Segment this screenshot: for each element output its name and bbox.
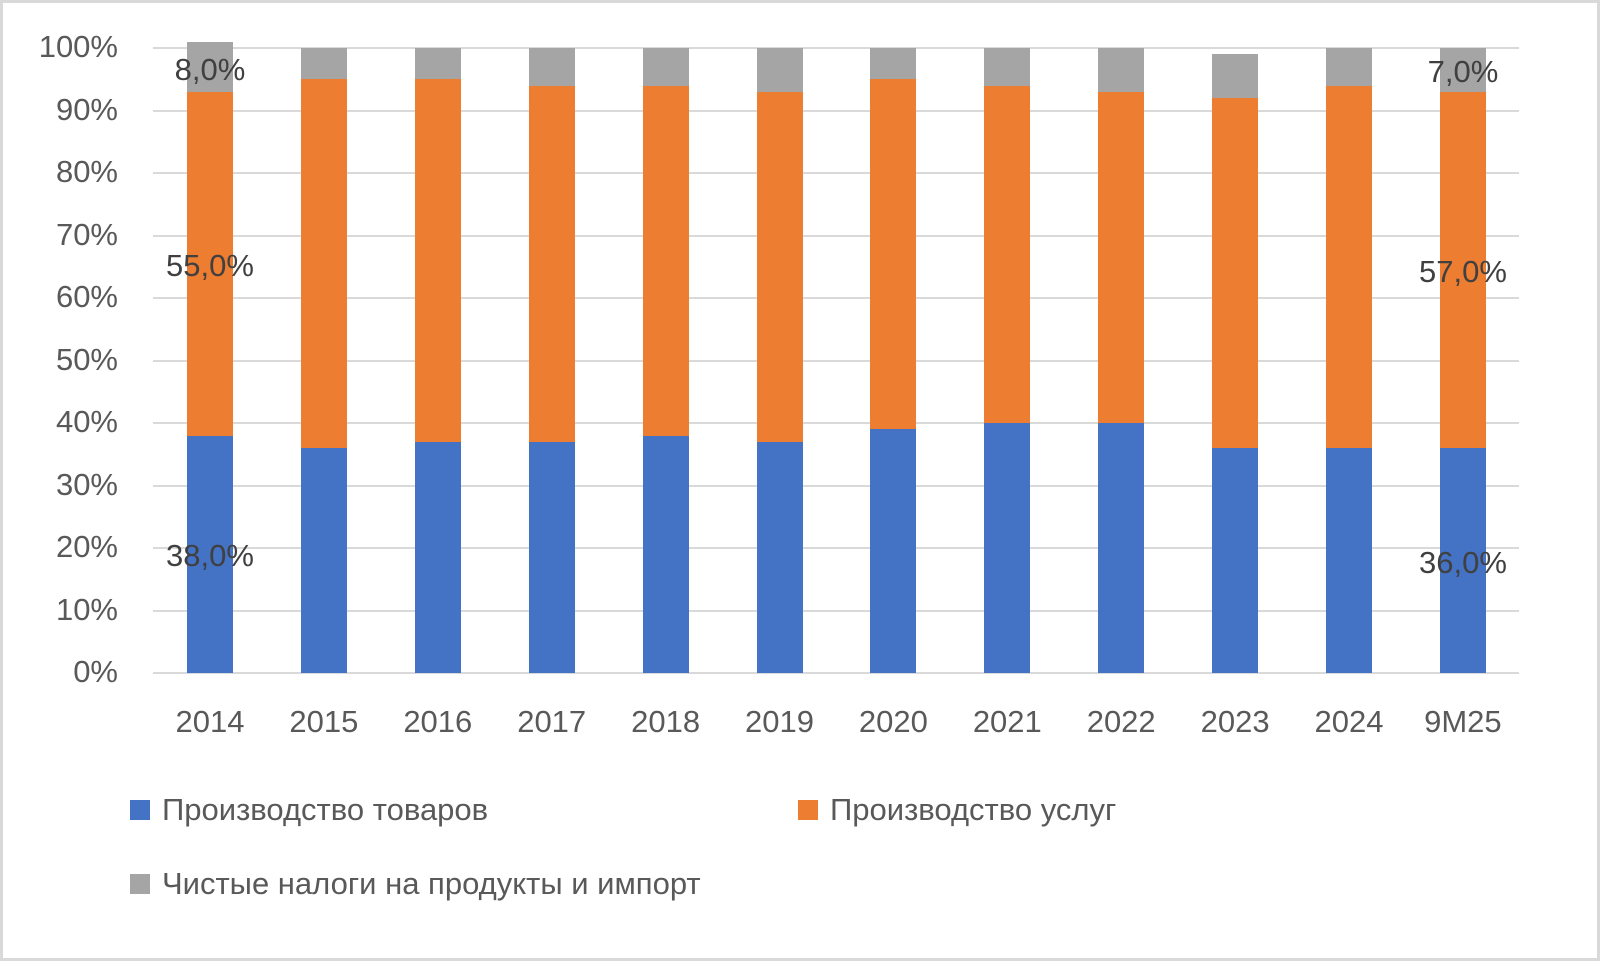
y-tick-label: 20% — [55, 529, 118, 564]
x-tick-label: 2021 — [972, 704, 1042, 739]
bar-segment — [187, 41, 233, 92]
bar-2016 — [414, 48, 461, 673]
legend-item-taxes: Чистые налоги на продукты и импорт — [130, 866, 701, 902]
x-tick-label: 2014 — [175, 704, 245, 739]
y-tick-label: 80% — [55, 154, 118, 189]
gridline — [153, 109, 1519, 112]
bar-segment — [756, 91, 803, 442]
bar-segment — [300, 48, 347, 80]
bar-segment — [414, 441, 461, 673]
bar-segment — [187, 435, 233, 673]
x-tick-label: 2016 — [403, 704, 473, 739]
y-tick-label: 30% — [55, 466, 118, 502]
legend-label-services: Производство услуг — [830, 792, 1117, 827]
bar-segment — [1326, 448, 1372, 673]
gridline — [153, 172, 1519, 174]
bar-2014 — [187, 41, 233, 673]
bar-segment — [1212, 98, 1259, 448]
bar-segment — [1439, 448, 1486, 673]
bar-2021 — [984, 48, 1031, 673]
bar-segment — [1098, 423, 1145, 673]
bar-2018 — [642, 48, 689, 673]
bar-segment — [1439, 48, 1486, 92]
legend-item-services: Производство услуг — [798, 792, 1116, 828]
y-tick-label: 70% — [55, 216, 118, 252]
x-tick-label: 2024 — [1314, 704, 1384, 739]
bar-segment — [1326, 48, 1372, 86]
x-tick-label: 9M25 — [1424, 704, 1502, 739]
legend-swatch-blue-icon — [130, 800, 150, 820]
bar-2020 — [870, 48, 917, 673]
bar-segment — [642, 435, 689, 673]
bar-segment — [528, 441, 575, 673]
gridline — [153, 422, 1519, 424]
bar-segment — [1098, 91, 1145, 423]
gridline — [153, 47, 1519, 49]
x-tick-label: 2015 — [289, 704, 359, 739]
bar-segment — [642, 48, 689, 86]
x-tick-label: 2017 — [517, 704, 587, 739]
bar-segment — [870, 48, 917, 80]
y-tick-label: 100% — [38, 29, 118, 64]
x-tick-label: 2023 — [1200, 704, 1270, 739]
x-tick-label: 2019 — [745, 704, 814, 739]
y-tick-label: 90% — [55, 91, 118, 127]
data-label-9m25-goods: 36,0% — [1419, 545, 1507, 580]
bar-segment — [1212, 448, 1259, 673]
y-tick-label: 60% — [55, 279, 118, 314]
bar-segment — [1212, 54, 1259, 98]
gridline — [153, 484, 1519, 487]
data-label-2014-taxes: 8,0% — [174, 52, 246, 87]
bar-segment — [756, 441, 803, 673]
legend-item-goods: Производство товаров — [130, 792, 488, 828]
bar-segment — [528, 48, 575, 86]
x-tick-label: 2022 — [1086, 704, 1156, 739]
legend-label-taxes: Чистые налоги на продукты и импорт — [162, 866, 701, 901]
bar-segment — [984, 423, 1031, 673]
y-tick-label: 0% — [73, 654, 118, 689]
data-label-2014-services: 55,0% — [166, 248, 254, 283]
y-tick-label: 50% — [55, 341, 118, 377]
data-label-9m25-services: 57,0% — [1419, 254, 1507, 289]
legend-swatch-orange-icon — [798, 800, 818, 820]
y-tick-label: 10% — [55, 591, 118, 627]
bar-2017 — [528, 48, 575, 673]
bar-2022 — [1098, 48, 1145, 673]
bar-2019 — [756, 48, 803, 673]
bar-segment — [870, 429, 917, 673]
bar-segment — [984, 85, 1031, 423]
bar-segment — [870, 79, 917, 430]
gridline — [153, 297, 1519, 299]
legend-swatch-gray-icon — [130, 874, 150, 894]
bar-segment — [300, 79, 347, 448]
gridline — [153, 672, 1519, 674]
y-tick-label: 40% — [55, 404, 118, 439]
gridline — [153, 609, 1519, 612]
bar-segment — [1098, 48, 1145, 92]
gridline — [153, 234, 1519, 237]
data-label-9m25-taxes: 7,0% — [1427, 54, 1499, 89]
legend-label-goods: Производство товаров — [162, 792, 489, 827]
gridline — [153, 359, 1519, 362]
x-tick-label: 2018 — [631, 704, 701, 739]
bar-segment — [642, 85, 689, 436]
bar-2024 — [1326, 48, 1372, 673]
bar-2015 — [300, 48, 347, 673]
bar-segment — [414, 79, 461, 442]
bar-segment — [187, 91, 233, 436]
x-tick-label: 2020 — [858, 704, 928, 739]
bar-segment — [1439, 91, 1486, 448]
bar-2023 — [1212, 48, 1259, 673]
bar-segment — [414, 48, 461, 80]
bar-segment — [1326, 85, 1372, 448]
bar-9m25 — [1439, 48, 1486, 673]
bar-segment — [300, 448, 347, 673]
bar-segment — [984, 48, 1031, 86]
data-label-2014-goods: 38,0% — [166, 538, 254, 573]
bar-segment — [528, 85, 575, 442]
gridline — [153, 547, 1519, 549]
plot-area — [153, 41, 1519, 674]
bar-segment — [756, 48, 803, 92]
